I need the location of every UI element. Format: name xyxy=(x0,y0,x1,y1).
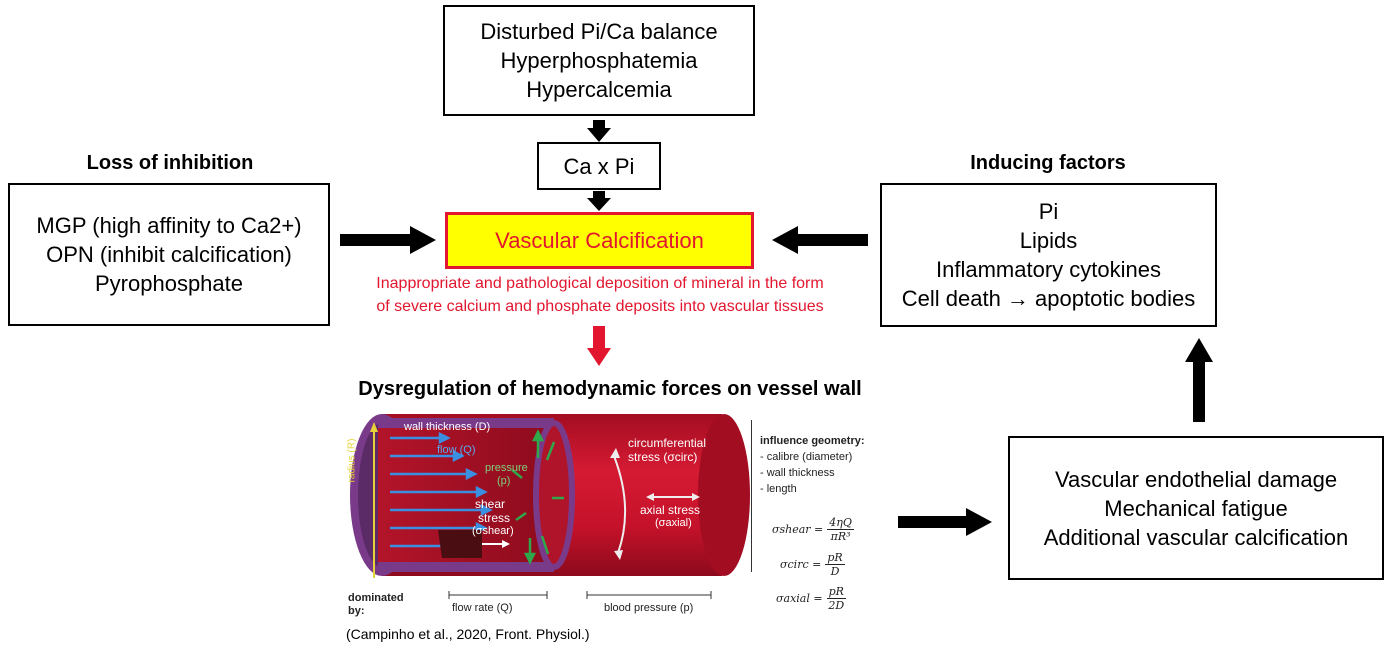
formula-shear-lhs: σshear = xyxy=(772,523,824,536)
vessel-illustration xyxy=(350,414,750,578)
influence-item-3: - length xyxy=(760,483,797,495)
label-axial-sym: (σaxial) xyxy=(655,517,692,529)
right-line-2: Lipids xyxy=(1019,228,1078,253)
influence-item-1: - calibre (diameter) xyxy=(760,451,853,463)
blood-pressure-label: blood pressure (p) xyxy=(604,602,694,614)
formula-shear: σshear = 4ηQ πR³ xyxy=(772,516,854,543)
left-line-1: MGP (high affinity to Ca2+) xyxy=(36,213,302,238)
label-flow: flow (Q) xyxy=(437,444,476,456)
arrow-right-left xyxy=(340,226,436,254)
label-axial-stress: axial stress xyxy=(640,503,701,517)
arrow-down-product xyxy=(587,191,611,211)
label-shear-stress: stress xyxy=(478,511,511,525)
bottom-right-line-3: Additional vascular calcification xyxy=(1043,524,1349,550)
formula-axial-lhs: σaxial = xyxy=(776,592,823,605)
formula-circ-lhs: σcirc = xyxy=(780,558,822,571)
dominated-by-label: dominated by: xyxy=(348,592,404,617)
label-circ-stress: stress (σcirc) xyxy=(628,450,698,464)
label-radius: radius (R) xyxy=(346,438,358,483)
label-circumferential: circumferential xyxy=(628,436,707,450)
blood-pressure-bracket xyxy=(586,591,712,599)
arrow-down-top xyxy=(587,120,611,142)
influence-title: influence geometry: xyxy=(760,435,865,447)
left-line-2: OPN (inhibit calcification) xyxy=(46,242,292,267)
formula-axial-frac: pR 2D xyxy=(826,585,846,612)
calcification-caption: Inappropriate and pathological depositio… xyxy=(330,272,870,318)
caption-line-2: of severe calcium and phosphate deposits… xyxy=(376,298,824,315)
influence-geometry: influence geometry: - calibre (diameter)… xyxy=(760,433,865,497)
ca-pi-label: Ca x Pi xyxy=(563,153,635,179)
formula-shear-frac: 4ηQ πR³ xyxy=(827,516,854,543)
label-shear-sym: (σshear) xyxy=(472,525,514,537)
vascular-calcification-label: Vascular Calcification xyxy=(495,228,704,253)
bottom-right-line-2: Mechanical fatigue xyxy=(1104,495,1288,521)
inducing-factors-box: Pi Lipids Inflammatory cytokines Cell de… xyxy=(880,183,1217,327)
vascular-calcification-box: Vascular Calcification xyxy=(445,212,754,269)
influence-item-2: - wall thickness xyxy=(760,467,835,479)
ca-pi-product-box: Ca x Pi xyxy=(537,142,661,190)
left-line-3: Pyrophosphate xyxy=(95,271,243,296)
right-line-1: Pi xyxy=(1038,199,1059,224)
label-wall-thickness: wall thickness (D) xyxy=(404,421,491,433)
top-line-1: Disturbed Pi/Ca balance xyxy=(480,19,718,44)
formula-axial-den: 2D xyxy=(828,599,845,612)
label-pressure: pressure xyxy=(485,462,528,474)
inducing-factors-heading: Inducing factors xyxy=(970,152,1126,174)
formula-circ-num: pR xyxy=(825,551,845,565)
loss-of-inhibition-box: MGP (high affinity to Ca2+) OPN (inhibit… xyxy=(8,183,330,326)
formula-shear-num: 4ηQ xyxy=(827,516,854,530)
red-arrow-down xyxy=(587,326,611,366)
formula-axial: σaxial = pR 2D xyxy=(776,585,846,612)
bottom-right-line-1: Vascular endothelial damage xyxy=(1054,466,1338,492)
caption-line-1: Inappropriate and pathological depositio… xyxy=(376,275,824,292)
label-shear: shear xyxy=(475,497,506,511)
formula-shear-den: πR³ xyxy=(830,530,851,543)
arrow-up-right xyxy=(1185,338,1213,422)
flow-rate-bracket xyxy=(448,591,548,599)
right-line-3: Inflammatory cytokines xyxy=(936,257,1161,282)
influence-bracket xyxy=(751,420,753,572)
arrow-left-right xyxy=(772,226,868,254)
formula-circ-frac: pR D xyxy=(825,551,845,578)
top-line-3: Hypercalcemia xyxy=(526,77,672,102)
loss-of-inhibition-heading: Loss of inhibition xyxy=(86,152,254,174)
citation: (Campinho et al., 2020, Front. Physiol.) xyxy=(346,626,590,642)
top-cause-box: Disturbed Pi/Ca balance Hyperphosphatemi… xyxy=(443,5,755,116)
formula-axial-num: pR xyxy=(826,585,846,599)
hemodynamic-heading: Dysregulation of hemodynamic forces on v… xyxy=(358,378,862,400)
endothelial-damage-box: Vascular endothelial damage Mechanical f… xyxy=(1008,436,1384,580)
label-pressure-sym: (p) xyxy=(497,475,511,487)
flow-rate-label: flow rate (Q) xyxy=(452,602,513,614)
formula-circ-den: D xyxy=(830,565,840,578)
top-line-2: Hyperphosphatemia xyxy=(500,48,698,73)
arrow-right-bottom xyxy=(898,508,992,536)
right-line-4: Cell death → apoptotic bodies xyxy=(901,286,1196,311)
formula-circ: σcirc = pR D xyxy=(780,551,845,578)
